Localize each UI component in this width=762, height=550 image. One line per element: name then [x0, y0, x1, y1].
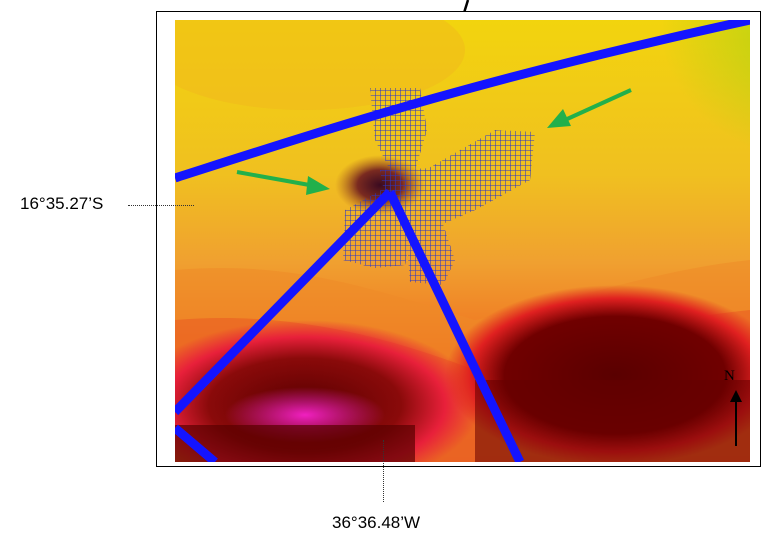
north-label: N — [724, 368, 735, 384]
longitude-leader-line — [383, 440, 384, 502]
bathymetry-map — [175, 20, 750, 462]
survey-track-lines — [175, 20, 750, 462]
partial-glyph-stroke — [462, 0, 470, 14]
latitude-label: 16°35.27’S — [20, 194, 104, 213]
green-arrow-icon — [547, 88, 632, 128]
latitude-leader-line — [128, 205, 194, 206]
longitude-label: 36°36.48’W — [332, 513, 421, 532]
north-arrow-icon — [730, 390, 742, 446]
green-arrow-icon — [236, 170, 330, 195]
